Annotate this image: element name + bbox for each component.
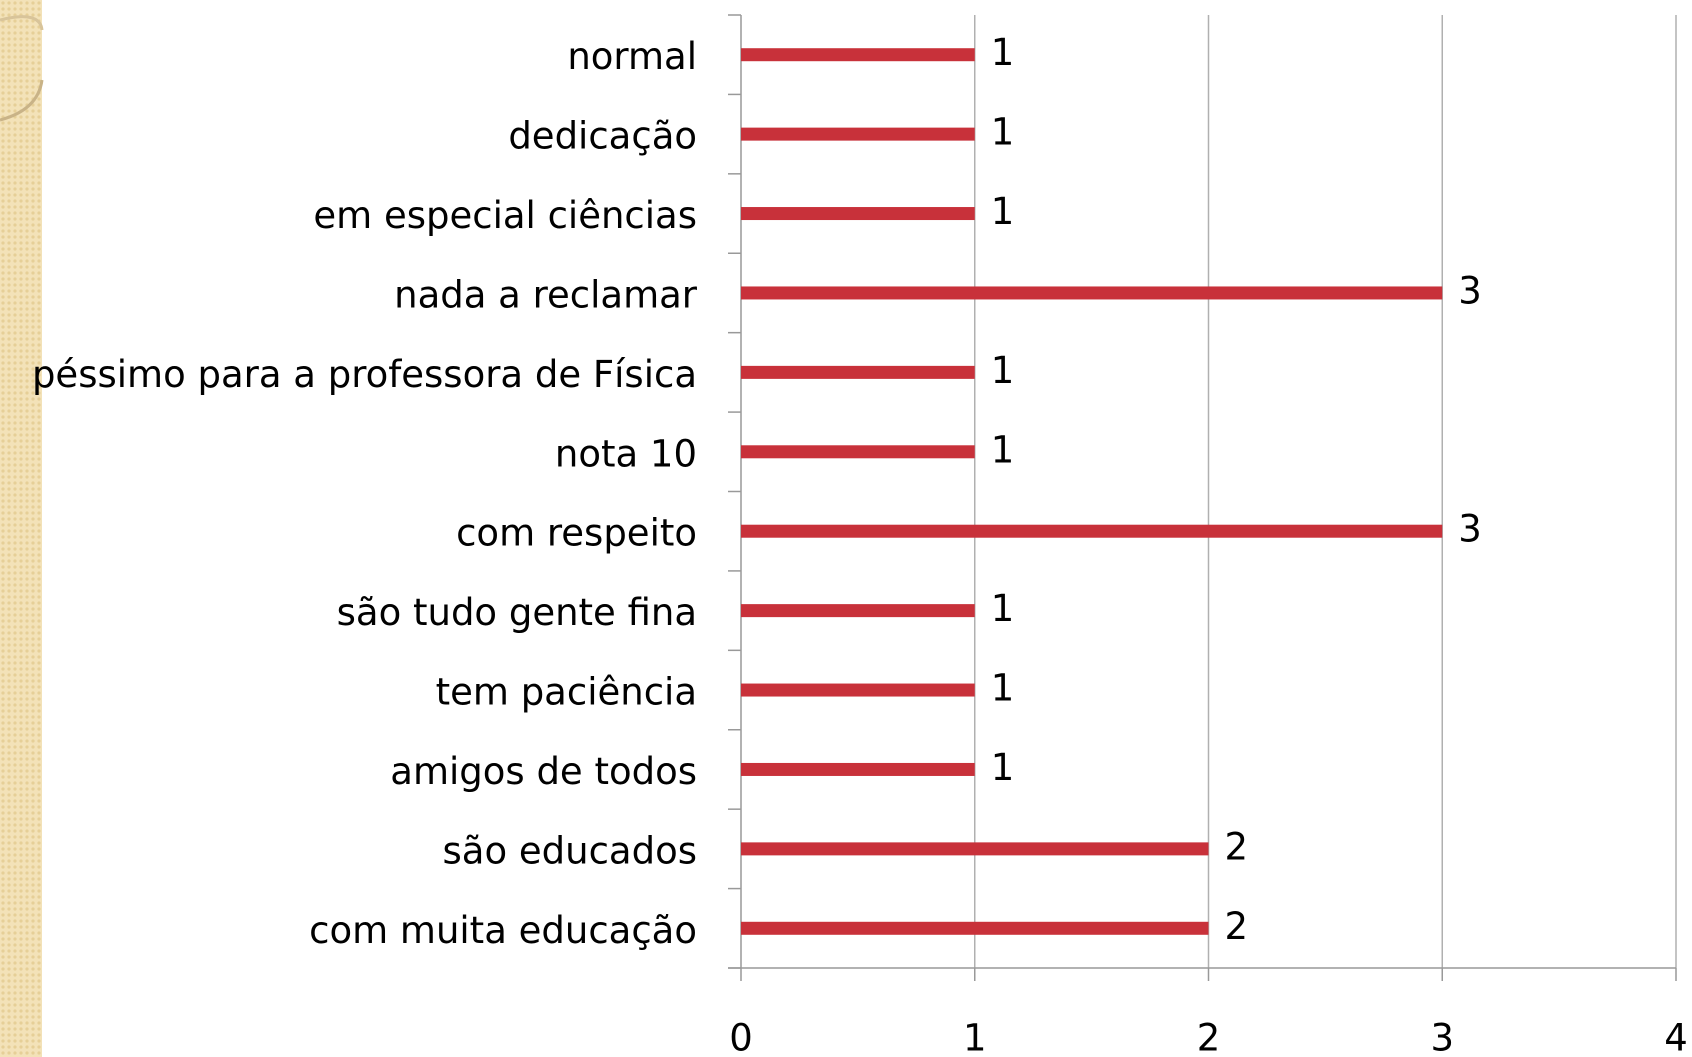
y-tick-label: nota 10	[555, 432, 697, 475]
y-tick-label: amigos de todos	[390, 750, 697, 793]
data-label: 2	[1225, 905, 1249, 948]
bar	[741, 48, 975, 62]
bar	[741, 842, 1209, 856]
bar	[741, 365, 975, 379]
y-tick-label: normal	[567, 35, 697, 78]
bar	[741, 127, 975, 141]
data-label: 1	[991, 667, 1015, 710]
y-tick-label: nada a reclamar	[394, 273, 698, 316]
x-tick-label: 2	[1197, 1017, 1221, 1057]
data-label: 3	[1458, 269, 1482, 312]
y-tick-label: dedicação	[508, 115, 697, 158]
bar	[741, 604, 975, 618]
bar	[741, 921, 1209, 935]
y-tick-label: com muita educação	[309, 909, 697, 952]
bar	[741, 524, 1443, 538]
data-label: 1	[991, 31, 1015, 74]
y-tick-label: com respeito	[456, 512, 697, 555]
data-label: 1	[991, 190, 1015, 233]
bar	[741, 683, 975, 697]
data-label: 1	[991, 428, 1015, 471]
y-tick-label: péssimo para a professora de Física	[32, 353, 697, 396]
data-label: 3	[1458, 508, 1482, 551]
x-tick-label: 3	[1430, 1017, 1454, 1057]
x-tick-label: 1	[963, 1017, 987, 1057]
x-tick-label: 4	[1664, 1017, 1688, 1057]
data-label: 1	[991, 111, 1015, 154]
decoration	[0, 79, 44, 122]
data-label: 1	[991, 349, 1015, 392]
x-tick-label: 0	[729, 1017, 753, 1057]
decoration	[0, 15, 44, 31]
bar	[741, 445, 975, 459]
bar	[741, 762, 975, 776]
bar	[741, 207, 975, 221]
y-tick-label: tem paciência	[436, 671, 697, 714]
side-strip	[0, 0, 42, 1057]
y-tick-label: são educados	[443, 829, 697, 872]
data-label: 1	[991, 587, 1015, 630]
bar	[741, 286, 1443, 300]
y-tick-label: em especial ciências	[313, 194, 697, 237]
data-label: 1	[991, 746, 1015, 789]
data-label: 2	[1225, 825, 1249, 868]
y-tick-label: são tudo gente fina	[337, 591, 697, 634]
